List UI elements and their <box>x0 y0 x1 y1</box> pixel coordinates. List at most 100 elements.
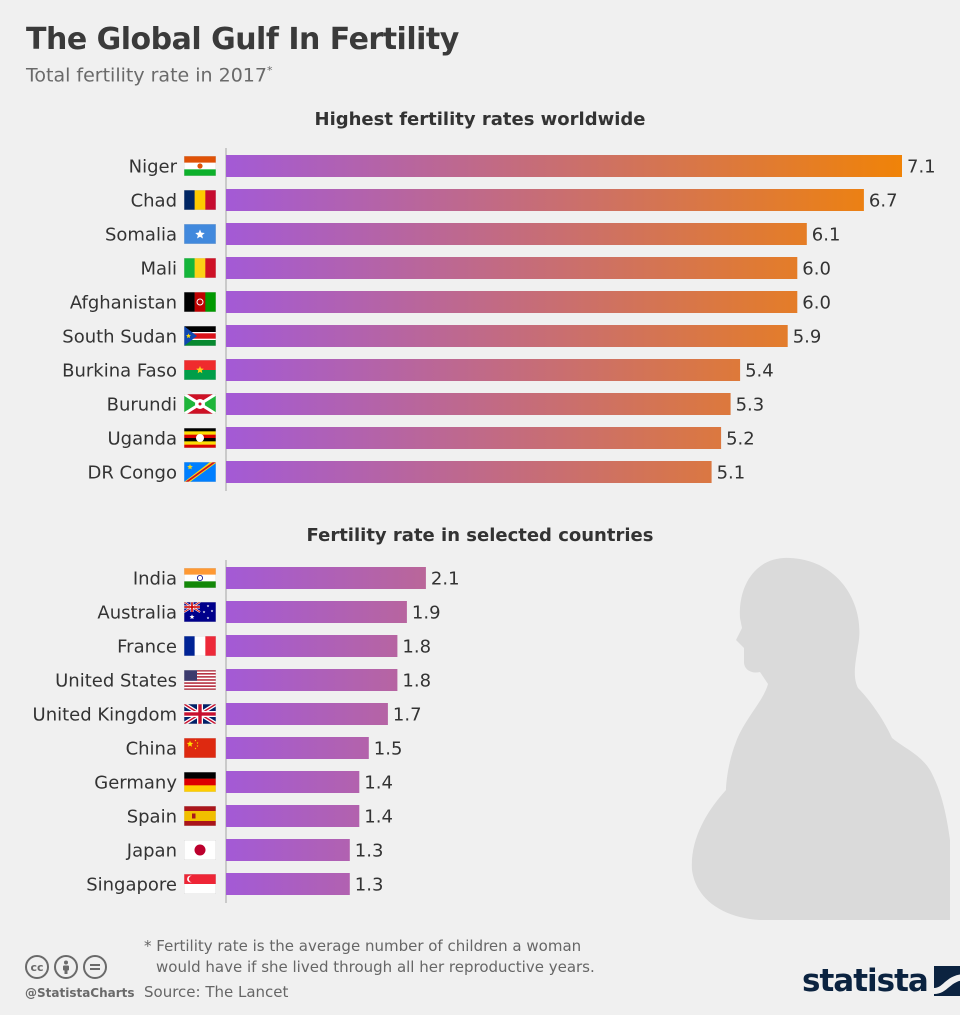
bar-united-kingdom <box>226 703 388 725</box>
category-label-united-kingdom: United Kingdom <box>33 705 177 726</box>
value-label-australia: 1.9 <box>412 603 441 624</box>
value-label-uganda: 5.2 <box>726 429 755 450</box>
category-label-mali: Mali <box>140 259 177 280</box>
category-label-chad: Chad <box>131 191 177 212</box>
subtitle-footnote-marker: * <box>266 64 273 77</box>
category-label-burkina-faso: Burkina Faso <box>62 361 177 382</box>
bar-burkina-faso <box>226 359 741 381</box>
category-label-germany: Germany <box>94 773 177 794</box>
value-label-singapore: 1.3 <box>355 875 384 896</box>
category-label-afghanistan: Afghanistan <box>70 293 177 314</box>
chart-subtitle: Total fertility rate in 2017* <box>26 64 272 86</box>
value-label-south-sudan: 5.9 <box>793 327 822 348</box>
bar-china <box>226 737 369 759</box>
somalia-flag-icon <box>184 224 216 244</box>
bar-japan <box>226 839 350 861</box>
value-label-mali: 6.0 <box>802 259 831 280</box>
value-label-united-states: 1.8 <box>402 671 431 692</box>
value-label-dr-congo: 5.1 <box>717 463 746 484</box>
value-label-burkina-faso: 5.4 <box>745 361 774 382</box>
uganda-flag-icon <box>184 428 216 448</box>
subtitle-text: Total fertility rate in 2017 <box>26 64 267 87</box>
bar-south-sudan <box>226 325 788 347</box>
germany-flag-icon <box>184 772 216 792</box>
value-label-afghanistan: 6.0 <box>802 293 831 314</box>
bar-afghanistan <box>226 291 798 313</box>
niger-flag-icon <box>184 156 216 176</box>
value-label-india: 2.1 <box>431 569 460 590</box>
bar-chad <box>226 189 864 211</box>
social-handle[interactable]: @StatistaCharts <box>25 986 135 1000</box>
footnote-line-1: Fertility rate is the average number of … <box>156 937 582 955</box>
bar-dr-congo <box>226 461 712 483</box>
category-label-france: France <box>117 637 177 658</box>
category-label-australia: Australia <box>97 603 177 624</box>
bar-australia <box>226 601 407 623</box>
category-label-dr-congo: DR Congo <box>87 463 177 484</box>
bar-somalia <box>226 223 807 245</box>
source-label: Source: The Lancet <box>144 983 289 1001</box>
value-label-united-kingdom: 1.7 <box>393 705 422 726</box>
france-flag-icon <box>184 636 216 656</box>
singapore-flag-icon <box>184 874 216 894</box>
attribution-icon[interactable] <box>54 955 78 979</box>
footnote-marker: * <box>144 937 152 955</box>
chart-title: The Global Gulf In Fertility <box>26 22 459 57</box>
value-label-burundi: 5.3 <box>736 395 765 416</box>
bar-burundi <box>226 393 731 415</box>
australia-flag-icon <box>184 602 216 622</box>
value-label-china: 1.5 <box>374 739 403 760</box>
chad-flag-icon <box>184 190 216 210</box>
japan-flag-icon <box>184 840 216 860</box>
burundi-flag-icon <box>184 394 216 414</box>
category-label-japan: Japan <box>126 841 177 862</box>
bar-singapore <box>226 873 350 895</box>
value-label-spain: 1.4 <box>364 807 393 828</box>
footnote-line-2: would have if she lived through all her … <box>156 958 595 976</box>
category-label-spain: Spain <box>127 807 177 828</box>
bar-india <box>226 567 426 589</box>
afghanistan-flag-icon <box>184 292 216 312</box>
category-label-china: China <box>126 739 177 760</box>
spain-flag-icon <box>184 806 216 826</box>
value-label-france: 1.8 <box>402 637 431 658</box>
category-label-singapore: Singapore <box>86 875 177 896</box>
bar-spain <box>226 805 360 827</box>
brand-wordmark: statista <box>802 963 929 999</box>
category-label-burundi: Burundi <box>107 395 177 416</box>
dr-congo-flag-icon <box>184 462 216 482</box>
mali-flag-icon <box>184 258 216 278</box>
license-icons: cc <box>25 955 107 979</box>
bar-france <box>226 635 398 657</box>
south-sudan-flag-icon <box>184 326 216 346</box>
value-label-somalia: 6.1 <box>812 225 841 246</box>
united-kingdom-flag-icon <box>184 704 216 724</box>
bar-chart: Highest fertility rates worldwide 7.1 Nige… <box>33 109 950 920</box>
bar-niger <box>226 155 902 177</box>
bar-mali <box>226 257 798 279</box>
united-states-flag-icon <box>184 670 216 690</box>
india-flag-icon <box>184 568 216 588</box>
no-derivatives-icon[interactable] <box>83 955 107 979</box>
value-label-japan: 1.3 <box>355 841 384 862</box>
section-title-selected: Fertility rate in selected countries <box>307 525 654 546</box>
cc-icon[interactable]: cc <box>25 955 49 979</box>
bar-germany <box>226 771 360 793</box>
value-label-chad: 6.7 <box>869 191 898 212</box>
category-label-united-states: United States <box>55 671 177 692</box>
burkina-faso-flag-icon <box>184 360 216 380</box>
statista-mark-icon <box>933 966 960 996</box>
category-label-niger: Niger <box>129 157 178 178</box>
china-flag-icon <box>184 738 216 758</box>
pregnant-woman-silhouette-icon <box>691 557 950 920</box>
category-label-south-sudan: South Sudan <box>62 327 177 348</box>
category-label-uganda: Uganda <box>108 429 178 450</box>
category-label-india: India <box>133 569 177 590</box>
bar-united-states <box>226 669 398 691</box>
section-title-top: Highest fertility rates worldwide <box>315 109 646 130</box>
value-label-germany: 1.4 <box>364 773 393 794</box>
bar-uganda <box>226 427 722 449</box>
statista-logo[interactable]: statista <box>802 963 960 999</box>
footnote: * Fertility rate is the average number o… <box>144 936 595 978</box>
category-label-somalia: Somalia <box>105 225 177 246</box>
